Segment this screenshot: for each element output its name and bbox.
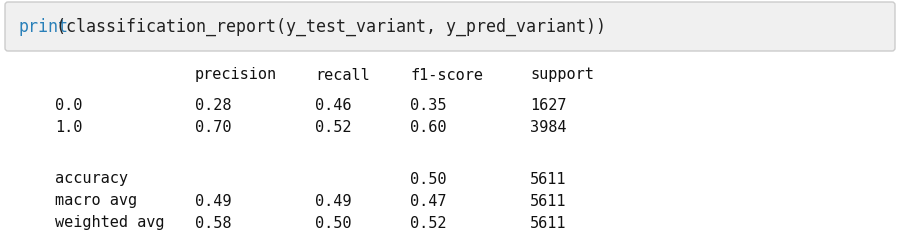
Text: 0.47: 0.47 [410,193,446,209]
Text: accuracy: accuracy [55,172,128,186]
Text: f1-score: f1-score [410,67,483,83]
Text: 0.52: 0.52 [315,120,352,134]
Text: support: support [530,67,594,83]
Text: 0.49: 0.49 [195,193,231,209]
Text: recall: recall [315,67,370,83]
Text: print: print [18,18,68,36]
Text: weighted avg: weighted avg [55,216,165,230]
Text: 0.70: 0.70 [195,120,231,134]
FancyBboxPatch shape [5,2,895,51]
Text: 0.52: 0.52 [410,216,446,230]
Text: 0.50: 0.50 [315,216,352,230]
Text: (classification_report(y_test_variant, y_pred_variant)): (classification_report(y_test_variant, y… [56,18,606,36]
Text: 5611: 5611 [530,172,566,186]
Text: 3984: 3984 [530,120,566,134]
Text: 0.58: 0.58 [195,216,231,230]
Text: 5611: 5611 [530,216,566,230]
Text: 0.60: 0.60 [410,120,446,134]
Text: macro avg: macro avg [55,193,137,209]
Text: 5611: 5611 [530,193,566,209]
Text: 0.46: 0.46 [315,97,352,113]
Text: 0.0: 0.0 [55,97,83,113]
Text: precision: precision [195,67,277,83]
Text: 0.28: 0.28 [195,97,231,113]
Text: 1627: 1627 [530,97,566,113]
Text: 1.0: 1.0 [55,120,83,134]
Text: 0.50: 0.50 [410,172,446,186]
Text: 0.49: 0.49 [315,193,352,209]
Text: 0.35: 0.35 [410,97,446,113]
